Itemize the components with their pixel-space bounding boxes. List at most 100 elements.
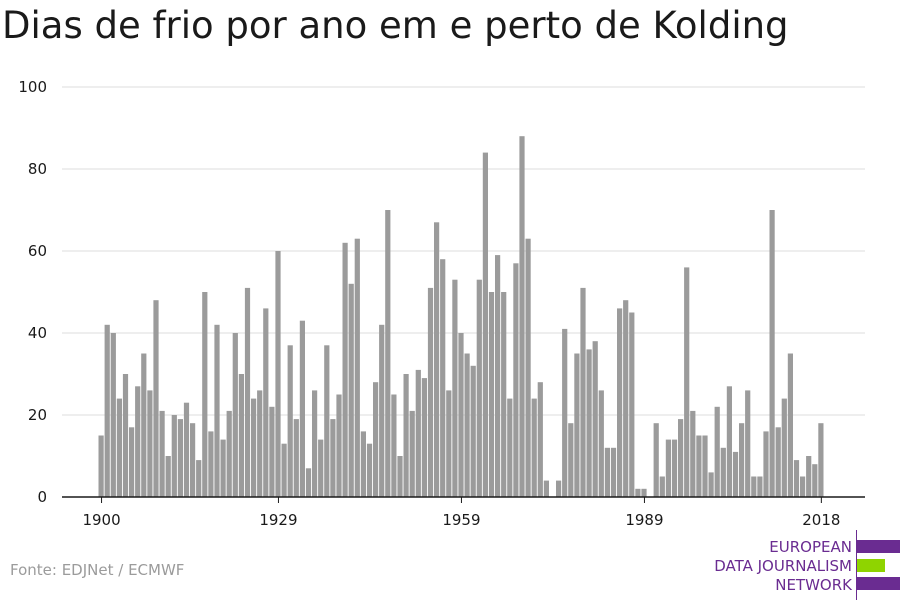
bar-2013 xyxy=(787,353,793,497)
bar-1919 xyxy=(214,324,220,497)
bar-1958 xyxy=(452,279,458,497)
bar-1918 xyxy=(208,431,214,497)
bar-1979 xyxy=(580,287,586,497)
bar-1949 xyxy=(397,456,403,497)
bar-2012 xyxy=(781,398,787,497)
bar-1997 xyxy=(690,410,696,497)
bar-1951 xyxy=(409,410,415,497)
bar-2016 xyxy=(806,456,812,497)
logo-bar-top xyxy=(857,540,900,553)
bar-1914 xyxy=(183,402,190,497)
bar-1904 xyxy=(122,374,129,497)
logo-line-network: NETWORK xyxy=(775,576,852,594)
bar-1941 xyxy=(348,283,354,497)
bar-1991 xyxy=(653,423,659,497)
bar-1920 xyxy=(220,439,226,497)
bar-1973 xyxy=(543,480,549,497)
bar-1996 xyxy=(684,267,690,497)
logo-divider xyxy=(856,530,857,600)
bar-1939 xyxy=(336,394,342,497)
logo-bar-bottom xyxy=(857,577,900,590)
bar-1986 xyxy=(623,300,629,497)
bar-1966 xyxy=(501,292,507,497)
bar-2014 xyxy=(793,460,800,497)
bar-1932 xyxy=(293,419,299,497)
logo-line-data-journalism: DATA JOURNALISM xyxy=(714,557,852,575)
bar-1906 xyxy=(135,386,141,497)
y-tick-label: 100 xyxy=(18,78,47,96)
x-tick-label: 1989 xyxy=(625,511,663,529)
bar-1913 xyxy=(177,419,183,497)
bar-2017 xyxy=(812,464,818,497)
bar-2015 xyxy=(800,476,806,497)
x-tick-label: 2018 xyxy=(802,511,840,529)
bar-2010 xyxy=(769,210,775,497)
bar-1934 xyxy=(305,468,312,497)
bar-1902 xyxy=(110,333,116,497)
bar-1933 xyxy=(299,320,305,497)
bar-2003 xyxy=(726,386,732,497)
bar-1946 xyxy=(379,324,385,497)
bar-1995 xyxy=(678,419,684,497)
bar-1955 xyxy=(434,222,440,498)
edjnet-logo: EUROPEAN DATA JOURNALISM NETWORK xyxy=(700,530,900,600)
bar-1963 xyxy=(482,152,488,497)
bar-2000 xyxy=(708,472,714,497)
y-tick-label: 80 xyxy=(28,160,47,178)
bar-1917 xyxy=(202,292,208,497)
bar-2009 xyxy=(763,431,769,497)
bar-1900 xyxy=(98,435,104,497)
bar-1935 xyxy=(312,390,318,497)
bar-1927 xyxy=(263,308,269,497)
bar-1968 xyxy=(513,263,519,497)
chart-title: Dias de frio por ano em e perto de Koldi… xyxy=(2,4,789,47)
bar-1988 xyxy=(635,488,641,497)
bar-1947 xyxy=(385,210,391,497)
bar-1926 xyxy=(257,390,263,497)
bar-1911 xyxy=(165,456,171,497)
bar-1910 xyxy=(159,410,165,497)
bar-1998 xyxy=(696,435,702,497)
bar-2004 xyxy=(732,451,739,497)
bar-1944 xyxy=(366,443,373,497)
bar-1931 xyxy=(287,345,293,497)
bar-1956 xyxy=(440,259,446,497)
bar-1957 xyxy=(446,390,452,497)
bar-1937 xyxy=(324,345,330,497)
bar-1977 xyxy=(568,423,574,497)
bar-2011 xyxy=(775,427,781,497)
bar-1909 xyxy=(153,300,159,497)
bar-1945 xyxy=(373,382,379,497)
bar-1993 xyxy=(665,439,671,497)
bar-1985 xyxy=(617,308,623,497)
bar-1960 xyxy=(464,353,470,497)
bar-1980 xyxy=(586,349,592,497)
bar-1981 xyxy=(592,341,598,497)
bar-1943 xyxy=(360,431,366,497)
bar-1965 xyxy=(495,255,501,497)
bar-1908 xyxy=(147,390,153,497)
logo-bar-middle xyxy=(857,559,900,572)
bar-1938 xyxy=(330,419,336,497)
bar-1923 xyxy=(238,374,244,497)
bar-1948 xyxy=(391,394,397,497)
bar-1940 xyxy=(342,242,348,497)
y-tick-label: 20 xyxy=(28,406,47,424)
x-tick-label: 1900 xyxy=(82,511,120,529)
x-tick-label: 1929 xyxy=(259,511,297,529)
bar-1925 xyxy=(251,398,257,497)
bar-1975 xyxy=(556,480,562,497)
bar-2008 xyxy=(757,476,763,497)
bar-1912 xyxy=(171,415,177,497)
bar-1972 xyxy=(537,382,543,497)
bar-2018 xyxy=(818,423,824,497)
bar-1921 xyxy=(226,410,232,497)
bar-1930 xyxy=(281,443,287,497)
bar-1922 xyxy=(232,333,238,497)
bar-1942 xyxy=(354,238,360,497)
bar-1976 xyxy=(562,328,568,497)
bar-1982 xyxy=(598,390,604,497)
x-tick-label: 1959 xyxy=(442,511,480,529)
bar-1903 xyxy=(116,398,122,497)
bar-1907 xyxy=(141,353,147,497)
